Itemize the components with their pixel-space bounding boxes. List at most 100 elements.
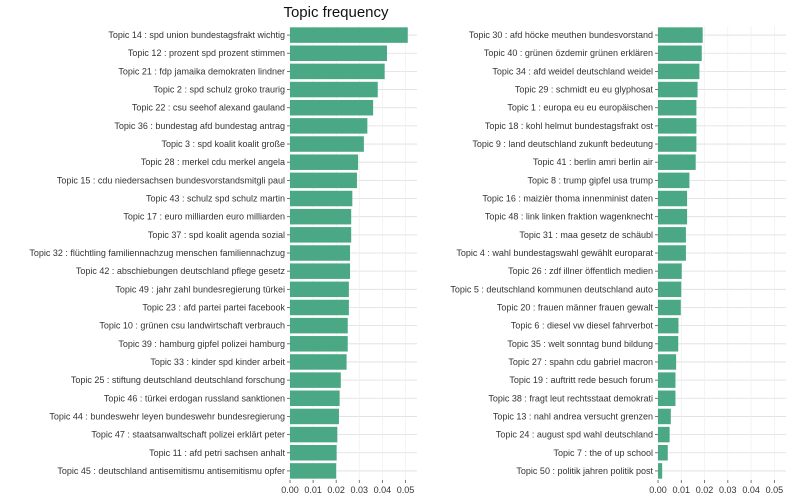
- bar: [290, 81, 378, 98]
- category-label: Topic 11 : afd petri sachsen anhalt: [149, 448, 285, 458]
- category-label: Topic 48 : link linken fraktion wagenkne…: [485, 212, 654, 222]
- bar: [290, 299, 349, 316]
- bar: [658, 190, 688, 207]
- category-label: Topic 8 : trump gipfel usa trump: [527, 175, 653, 185]
- bar: [658, 154, 696, 170]
- category-label: Topic 19 : auftritt rede besuch forum: [509, 375, 653, 385]
- x-tick-label: 0.04: [374, 485, 392, 495]
- category-label: Topic 17 : euro milliarden euro milliard…: [123, 212, 285, 222]
- bar: [290, 281, 349, 298]
- category-label: Topic 34 : afd weidel deutschland weidel: [492, 66, 653, 76]
- bar: [658, 99, 697, 116]
- bar: [290, 190, 353, 207]
- category-label: Topic 40 : grünen özdemir grünen erkläre…: [484, 48, 653, 58]
- category-label: Topic 20 : frauen männer frauen gewalt: [497, 302, 654, 312]
- x-tick-label: 0.00: [649, 485, 667, 495]
- bar: [658, 136, 697, 152]
- bar: [658, 63, 700, 80]
- x-tick-label: 0.02: [696, 485, 714, 495]
- bar: [658, 299, 681, 316]
- x-tick-label: 0.02: [327, 485, 345, 495]
- bar: [290, 390, 340, 407]
- category-label: Topic 25 : stiftung deutschland deutschl…: [71, 375, 285, 385]
- bar: [290, 354, 347, 370]
- x-tick-label: 0.04: [742, 485, 760, 495]
- bar: [290, 445, 337, 461]
- chart-title: Topic frequency: [283, 4, 389, 21]
- category-label: Topic 5 : deutschland kommunen deutschla…: [450, 284, 653, 294]
- category-label: Topic 13 : nahl andrea versucht grenzen: [493, 411, 653, 421]
- panel-1: Topic 14 : spd union bundestagsfrakt wic…: [29, 26, 417, 495]
- category-label: Topic 35 : welt sonntag bund bildung: [507, 339, 653, 349]
- bar: [290, 336, 348, 352]
- category-label: Topic 9 : land deutschland zukunft bedeu…: [472, 139, 653, 149]
- bar: [290, 172, 357, 189]
- bar: [290, 45, 387, 61]
- category-label: Topic 28 : merkel cdu merkel angela: [141, 157, 285, 167]
- category-label: Topic 36 : bundestag afd bundestag antra…: [114, 121, 285, 131]
- panel-2: Topic 30 : afd höcke meuthen bundesvorst…: [450, 26, 786, 495]
- bar: [658, 172, 690, 189]
- bar: [658, 336, 679, 352]
- bar: [658, 372, 676, 388]
- category-label: Topic 22 : csu seehof alexand gauland: [132, 103, 285, 113]
- bar: [290, 27, 408, 43]
- category-label: Topic 24 : august spd wahl deutschland: [496, 430, 653, 440]
- category-label: Topic 26 : zdf illner öffentlich medien: [508, 266, 653, 276]
- category-label: Topic 23 : afd partei partei facebook: [142, 302, 285, 312]
- bar: [290, 118, 368, 134]
- bar: [658, 354, 677, 370]
- category-label: Topic 45 : deutschland antisemitismu ant…: [57, 466, 285, 476]
- bar: [290, 463, 337, 479]
- category-label: Topic 12 : prozent spd prozent stimmen: [128, 48, 285, 58]
- bar: [290, 227, 352, 243]
- bar: [290, 426, 338, 443]
- bar: [290, 317, 348, 334]
- category-label: Topic 29 : schmidt eu eu glyphosat: [515, 85, 654, 95]
- bar: [290, 372, 341, 388]
- category-label: Topic 46 : türkei erdogan russland sankt…: [104, 393, 285, 403]
- category-label: Topic 42 : abschiebungen deutschland pfl…: [76, 266, 286, 276]
- bar: [290, 63, 385, 80]
- category-label: Topic 3 : spd koalit koalit große: [161, 139, 285, 149]
- category-label: Topic 2 : spd schulz groko traurig: [153, 85, 285, 95]
- category-label: Topic 47 : staatsanwaltschaft polizei er…: [91, 430, 285, 440]
- category-label: Topic 7 : the of up school: [553, 448, 653, 458]
- bar: [658, 263, 682, 279]
- bar: [658, 118, 697, 134]
- category-label: Topic 10 : grünen csu landwirtschaft ver…: [99, 321, 285, 331]
- category-label: Topic 27 : spahn cdu gabriel macron: [508, 357, 653, 367]
- category-label: Topic 31 : maa gesetz de schäubl: [519, 230, 653, 240]
- category-label: Topic 37 : spd koalit agenda sozial: [148, 230, 285, 240]
- category-label: Topic 16 : maizièr thoma innenminist dat…: [482, 194, 653, 204]
- x-tick-label: 0.03: [719, 485, 737, 495]
- category-label: Topic 44 : bundeswehr leyen bundeswehr b…: [49, 411, 285, 421]
- bar: [658, 45, 702, 61]
- bar: [658, 463, 663, 479]
- category-label: Topic 1 : europa eu eu europäischen: [507, 103, 653, 113]
- x-tick-label: 0.01: [673, 485, 691, 495]
- x-tick-label: 0.03: [351, 485, 369, 495]
- category-label: Topic 14 : spd union bundestagsfrakt wic…: [108, 30, 285, 40]
- x-tick-label: 0.00: [281, 485, 299, 495]
- bar: [658, 408, 671, 425]
- category-label: Topic 30 : afd höcke meuthen bundesvorst…: [469, 30, 653, 40]
- bar: [658, 27, 703, 43]
- category-label: Topic 49 : jahr zahl bundesregierung tür…: [115, 284, 285, 294]
- bar: [658, 245, 686, 261]
- x-tick-label: 0.05: [766, 485, 784, 495]
- bar: [290, 208, 352, 225]
- category-label: Topic 18 : kohl helmut bundestagsfrakt o…: [485, 121, 654, 131]
- bar: [658, 281, 682, 298]
- x-tick-label: 0.01: [304, 485, 322, 495]
- bar: [290, 99, 374, 116]
- category-label: Topic 32 : flüchtling familiennachzug me…: [29, 248, 285, 258]
- bar: [290, 408, 339, 425]
- category-label: Topic 41 : berlin amri berlin air: [533, 157, 653, 167]
- bar: [658, 81, 698, 98]
- bar: [658, 390, 676, 407]
- category-label: Topic 43 : schulz spd schulz martin: [146, 194, 285, 204]
- category-label: Topic 6 : diesel vw diesel fahrverbot: [511, 321, 654, 331]
